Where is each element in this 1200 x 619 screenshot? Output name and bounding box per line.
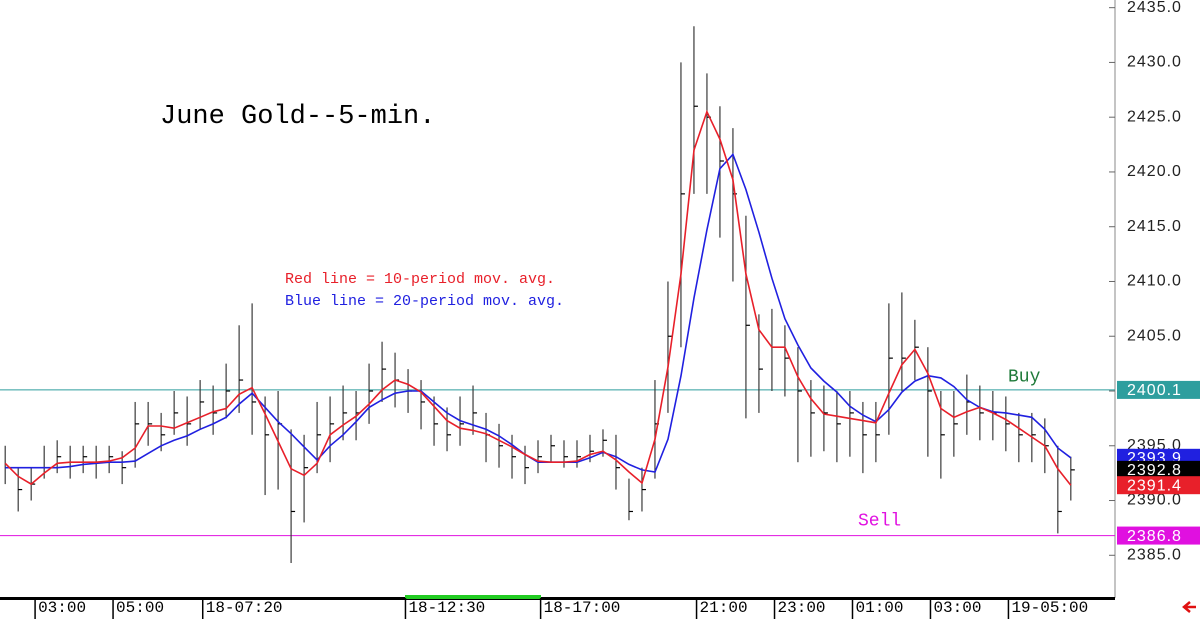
y-tick-label: 2405.0 [1127,327,1182,344]
red-tag: 2391.4 [1127,477,1182,494]
y-tick-label: 2385.0 [1127,547,1182,564]
level-label: Buy [1008,368,1041,388]
close-tag: 2392.8 [1127,462,1182,479]
x-tick-label: 03:00 [38,599,86,617]
red-tag-box [1117,476,1200,495]
level-tag: 2386.8 [1127,528,1182,545]
chart-title: June Gold--5-min. [160,102,435,132]
y-tick-label: 2425.0 [1127,108,1182,125]
level-tag-box [1117,380,1200,399]
x-tick-label: 19-05:00 [1011,599,1088,617]
scroll-arrow[interactable] [1182,601,1196,613]
x-axis-bar [0,597,1115,600]
x-tick-label: 18-07:20 [206,599,283,617]
level-tag-box [1117,526,1200,545]
x-tick-label: 18-12:30 [408,599,485,617]
y-tick-label: 2420.0 [1127,163,1182,180]
y-tick-label: 2415.0 [1127,218,1182,235]
y-tick-label: 2430.0 [1127,54,1182,71]
x-tick-label: 01:00 [855,599,903,617]
x-tick-label: 05:00 [116,599,164,617]
level-label: Sell [858,511,901,531]
moving-average [4,109,1072,486]
moving-average [5,152,1072,473]
y-tick-label: 2390.0 [1127,492,1182,509]
annotation: Red line = 10-period mov. avg. [285,271,555,288]
annotation: Blue line = 20-period mov. avg. [285,293,564,310]
x-tick-label: 18-17:00 [544,599,621,617]
y-tick-label: 2435.0 [1127,0,1182,16]
x-tick-label: 21:00 [700,599,748,617]
close-tag-box [1117,460,1200,479]
x-tick-label: 23:00 [778,599,826,617]
session-highlight [405,595,541,599]
level-tag: 2400.1 [1127,382,1182,399]
y-tick-label: 2410.0 [1127,273,1182,290]
x-tick-label: 03:00 [933,599,981,617]
